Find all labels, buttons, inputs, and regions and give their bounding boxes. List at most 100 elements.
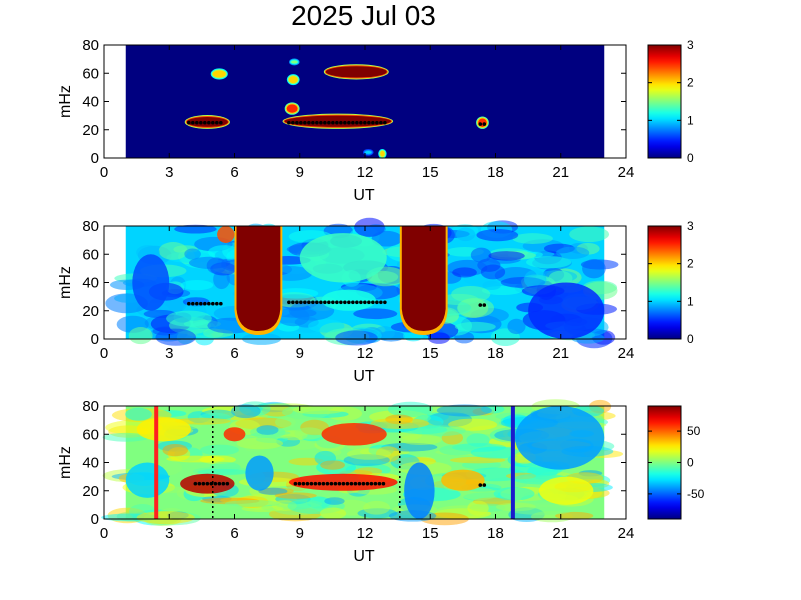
heatmap-texture	[370, 417, 429, 429]
y-tick-label: 40	[82, 275, 99, 292]
peak-marker	[299, 300, 303, 305]
heatmap-texture	[455, 227, 476, 242]
heatmap-blob	[291, 60, 298, 64]
y-tick-label: 20	[82, 303, 99, 320]
peak-marker	[339, 300, 343, 305]
x-tick-label: 6	[230, 345, 238, 362]
peak-marker	[335, 300, 339, 305]
peak-marker	[351, 120, 355, 125]
peak-marker	[295, 120, 299, 125]
x-tick-label: 18	[487, 345, 504, 362]
peak-marker	[482, 122, 487, 126]
peak-marker	[199, 301, 203, 306]
peak-marker	[307, 300, 311, 305]
peak-marker	[329, 481, 334, 486]
heatmap-texture	[507, 318, 526, 335]
peak-marker	[335, 120, 339, 125]
colorbar	[647, 405, 682, 520]
heatmap-texture	[324, 497, 345, 505]
colorbar-tick-label: 50	[687, 424, 701, 438]
heatmap-texture	[208, 245, 241, 260]
y-tick-label: 0	[91, 331, 99, 348]
peak-marker	[349, 481, 354, 486]
heatmap-texture	[200, 444, 240, 456]
heatmap-texture	[548, 270, 573, 286]
colorbar	[647, 44, 682, 159]
heatmap-blob	[299, 233, 387, 283]
colorbar-tick-label: 0	[687, 332, 694, 346]
heatmap-texture	[439, 444, 476, 456]
heatmap-blob	[245, 455, 274, 491]
y-axis-label: mHz	[57, 266, 74, 299]
y-tick-label: 0	[91, 511, 99, 528]
peak-marker	[355, 120, 359, 125]
peak-marker	[293, 481, 298, 486]
spectrogram-panel-bottom: 0 3 6 9 12 15 18 21 24 0 20 40 60 80 UT mHz 50 0 -50	[57, 398, 705, 565]
peak-marker	[299, 120, 303, 125]
peak-marker	[371, 300, 375, 305]
peak-marker	[195, 301, 199, 306]
peak-marker	[325, 481, 330, 486]
peak-marker	[331, 120, 335, 125]
colorbar-tick-label: 3	[687, 219, 694, 233]
heatmap-texture	[569, 226, 610, 243]
peak-marker	[351, 300, 355, 305]
peak-marker	[213, 481, 218, 486]
heatmap-blob	[404, 462, 435, 519]
heatmap-texture	[308, 319, 345, 333]
heatmap-texture	[274, 492, 317, 499]
x-tick-label: 9	[296, 525, 304, 542]
heatmap-texture	[294, 427, 324, 440]
heatmap-blob	[365, 150, 372, 154]
peak-marker	[311, 300, 315, 305]
peak-marker	[315, 120, 319, 125]
peak-marker	[379, 120, 383, 125]
colorbar-tick-label: 2	[687, 76, 694, 90]
heatmap-blob	[380, 150, 385, 157]
peak-marker	[347, 120, 351, 125]
heatmap-texture	[174, 224, 217, 234]
peak-marker	[211, 301, 215, 306]
peak-marker	[381, 481, 386, 486]
peak-marker	[313, 481, 318, 486]
heatmap-texture	[353, 308, 398, 320]
heatmap-texture	[158, 242, 188, 260]
peak-marker	[291, 120, 295, 125]
heatmap-texture	[192, 466, 253, 476]
peak-marker	[327, 120, 331, 125]
heatmap-texture	[166, 455, 225, 463]
heatmap-texture	[470, 446, 521, 459]
y-tick-label: 40	[82, 455, 99, 472]
peak-marker	[207, 120, 211, 125]
heatmap-texture	[454, 321, 496, 332]
peak-marker	[193, 481, 198, 486]
heatmap-texture	[206, 257, 227, 274]
peak-marker	[478, 122, 483, 126]
heatmap-blob	[441, 469, 485, 491]
y-tick-label: 80	[82, 37, 99, 54]
x-tick-label: 15	[422, 345, 439, 362]
peak-marker	[199, 120, 203, 125]
peak-marker	[207, 301, 211, 306]
heatmap-texture	[236, 437, 284, 450]
peak-marker	[215, 120, 219, 125]
heatmap-blob	[286, 104, 298, 113]
heatmap-blob	[515, 406, 605, 470]
peak-marker	[482, 303, 487, 307]
y-tick-label: 0	[91, 150, 99, 167]
x-tick-label: 0	[100, 525, 108, 542]
peak-marker	[297, 481, 302, 486]
x-tick-label: 6	[230, 525, 238, 542]
x-tick-label: 9	[296, 345, 304, 362]
peak-marker	[317, 481, 322, 486]
heatmap-blob	[539, 476, 594, 505]
y-tick-label: 20	[82, 483, 99, 500]
heatmap-texture	[274, 288, 319, 299]
peak-marker	[311, 120, 315, 125]
x-tick-label: 3	[165, 345, 173, 362]
peak-marker	[343, 300, 347, 305]
x-tick-label: 3	[165, 164, 173, 181]
heatmap-blob	[325, 66, 387, 78]
peak-marker	[225, 481, 230, 486]
